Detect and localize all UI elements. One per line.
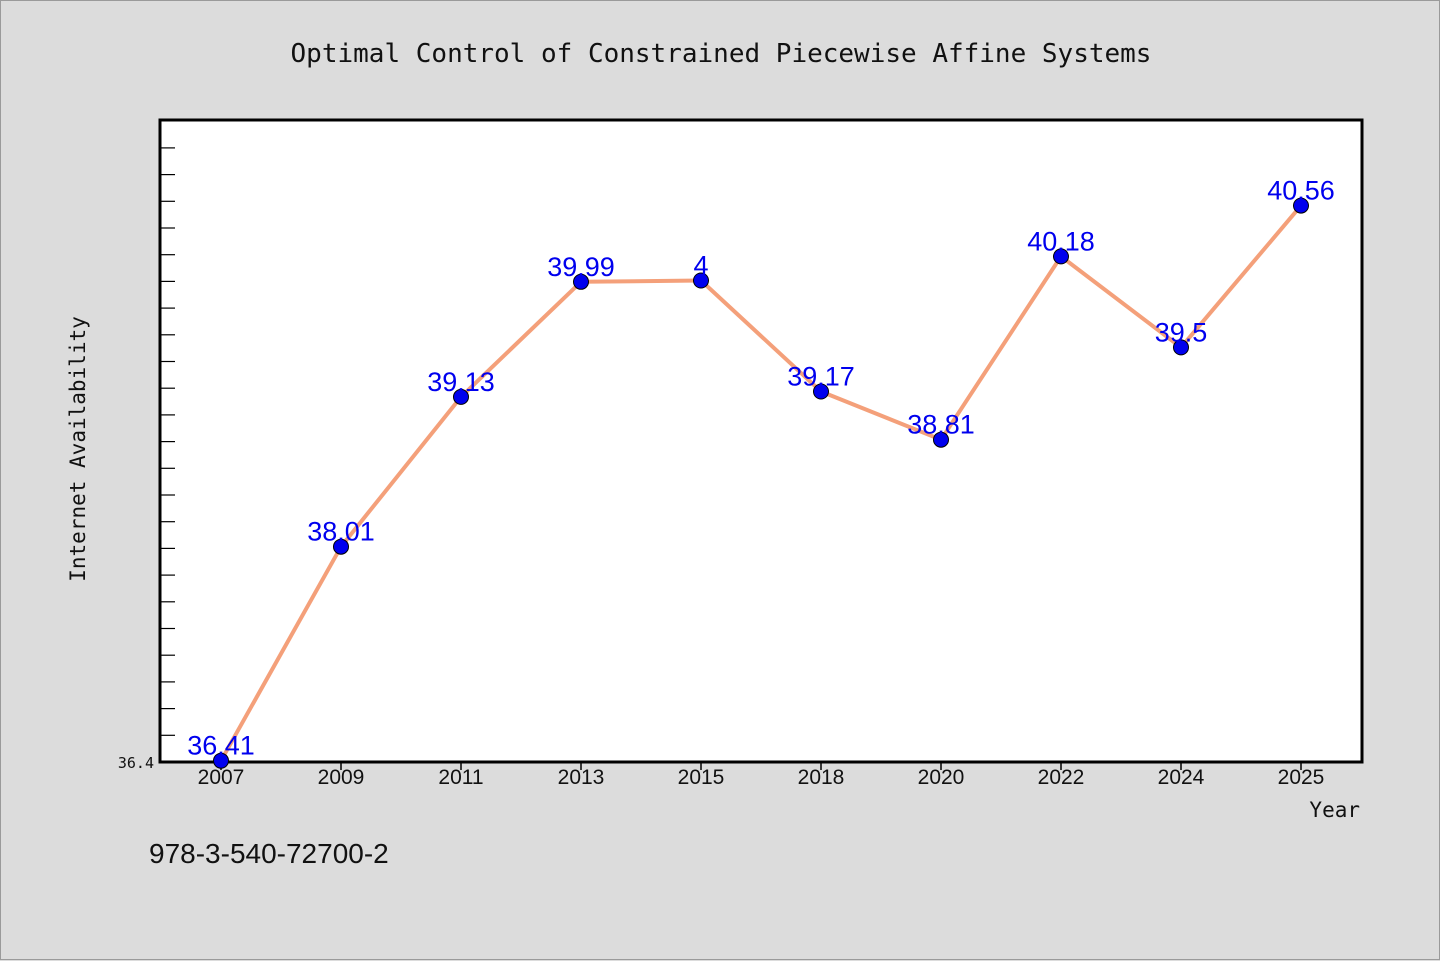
- data-label: 39.17: [787, 362, 855, 392]
- x-axis-ticks: 2007 2009 2011 2013 2015 2018 2020 2022 2024 2025: [198, 762, 1325, 789]
- data-point: [933, 431, 949, 448]
- y-tick-label: 36.4: [118, 754, 154, 772]
- chart-title: Optimal Control of Constrained Piecewise…: [291, 39, 1152, 69]
- series-line: [219, 203, 1303, 763]
- x-tick-label: 2020: [918, 766, 965, 789]
- x-tick-label: 2009: [318, 766, 365, 789]
- data-label: 39.5: [1155, 317, 1208, 347]
- x-tick-label: 2015: [678, 766, 725, 789]
- data-label: 36.41: [187, 731, 255, 761]
- x-axis-label: Year: [1309, 798, 1360, 822]
- data-point: [1293, 197, 1309, 214]
- data-labels: 36.41 38.01 39.13 39.99 4 39.17 38.81 40.18 39.5…: [187, 176, 1335, 761]
- data-point: [453, 388, 469, 405]
- x-tick-label: 2024: [1158, 766, 1205, 789]
- x-tick-label: 2013: [558, 766, 605, 789]
- data-point: [1053, 248, 1069, 265]
- data-point: [573, 273, 589, 290]
- data-label: 39.13: [427, 367, 495, 397]
- data-label: 40.56: [1267, 176, 1335, 206]
- x-tick-label: 2022: [1038, 766, 1085, 789]
- data-label: 38.01: [307, 517, 375, 547]
- y-axis-minor-ticks: [160, 147, 175, 736]
- data-point: [1173, 339, 1189, 356]
- data-label: 38.81: [907, 410, 975, 440]
- x-tick-label: 2025: [1278, 766, 1325, 789]
- data-point: [333, 538, 349, 555]
- x-tick-label: 2007: [198, 766, 245, 789]
- data-label: 39.99: [547, 252, 615, 282]
- data-label: 4: [693, 251, 708, 281]
- x-tick-label: 2011: [438, 766, 483, 789]
- data-point: [213, 752, 229, 769]
- x-tick-label: 2018: [798, 766, 845, 789]
- data-point: [693, 272, 709, 289]
- data-markers: [213, 197, 1309, 769]
- data-label: 40.18: [1027, 226, 1095, 256]
- plot-area: [158, 118, 1364, 764]
- isbn-text: 978-3-540-72700-2: [149, 838, 389, 869]
- y-axis-label: Internet Availability: [66, 316, 90, 582]
- data-point: [813, 383, 829, 400]
